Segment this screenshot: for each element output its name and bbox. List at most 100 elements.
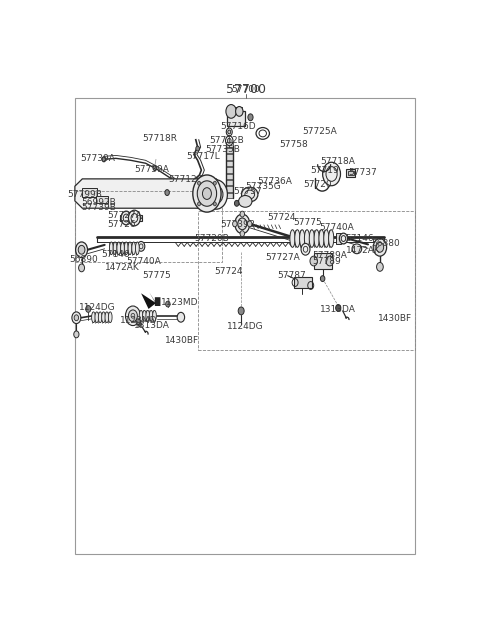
Text: 1430BF: 1430BF [378,314,412,323]
Circle shape [102,157,106,162]
Text: 57737: 57737 [348,168,377,177]
Text: 57712B: 57712B [209,137,243,145]
Text: 57775: 57775 [293,218,322,227]
Text: 57717L: 57717L [186,152,220,161]
Circle shape [248,114,253,121]
Text: 57726: 57726 [108,220,136,229]
Text: 56992B: 56992B [81,198,116,207]
Ellipse shape [128,242,132,255]
Circle shape [205,180,228,209]
Bar [348,171,354,175]
Circle shape [240,231,244,237]
Ellipse shape [300,230,305,248]
Text: 57739A: 57739A [134,164,169,173]
Text: 57739B: 57739B [220,220,255,229]
Circle shape [336,305,341,311]
Ellipse shape [352,244,362,254]
Text: 57719: 57719 [311,166,339,175]
Ellipse shape [290,230,295,248]
Ellipse shape [132,242,135,255]
Circle shape [301,243,310,255]
Bar [226,173,233,179]
Polygon shape [141,293,156,309]
Text: 1123MD: 1123MD [161,298,199,307]
Bar [96,196,108,203]
Circle shape [226,105,236,118]
Ellipse shape [319,230,324,248]
Bar [198,211,415,350]
Ellipse shape [324,230,329,248]
Bar [226,142,233,147]
Ellipse shape [153,311,156,321]
Text: 57712C: 57712C [168,175,203,184]
Circle shape [310,256,317,266]
Text: 57789A: 57789A [312,251,347,260]
Bar [230,107,242,112]
Text: 1123MD: 1123MD [120,316,157,325]
Ellipse shape [109,242,113,255]
Bar [226,167,233,173]
Bar [226,192,233,198]
Ellipse shape [117,242,120,255]
Ellipse shape [98,312,102,323]
Ellipse shape [113,242,117,255]
Polygon shape [149,292,160,306]
Ellipse shape [241,187,258,202]
Circle shape [166,301,170,307]
Circle shape [85,305,91,312]
Circle shape [235,214,250,234]
Circle shape [79,264,84,272]
Text: 57799B: 57799B [67,190,102,199]
Circle shape [233,221,237,227]
Text: 57718A: 57718A [321,157,355,166]
Circle shape [198,181,201,185]
Circle shape [376,243,384,252]
Circle shape [193,175,221,212]
Ellipse shape [143,311,146,321]
Circle shape [72,312,81,324]
Circle shape [213,181,216,185]
Text: 1472AK: 1472AK [346,246,381,255]
Text: 57725A: 57725A [302,128,336,137]
Ellipse shape [95,312,99,323]
Text: 57739A: 57739A [81,154,115,163]
Circle shape [165,190,169,196]
Ellipse shape [329,230,334,248]
Ellipse shape [304,230,310,248]
Text: 57146: 57146 [101,250,130,258]
Text: 57700: 57700 [226,83,266,97]
Circle shape [228,130,231,134]
Text: 57720B: 57720B [194,234,228,243]
Circle shape [129,210,140,226]
Circle shape [131,313,135,318]
Circle shape [240,211,244,217]
Circle shape [238,307,244,315]
Text: 57720: 57720 [304,180,332,189]
Circle shape [238,218,247,230]
Circle shape [125,306,140,326]
Bar [226,148,233,154]
Text: 57700: 57700 [232,85,260,95]
Text: 1124DG: 1124DG [79,304,115,312]
Ellipse shape [314,230,319,248]
Circle shape [321,276,325,281]
Text: 57724: 57724 [267,213,296,222]
Circle shape [197,181,216,206]
Bar [75,191,222,262]
Bar [227,111,244,126]
Text: 1313DA: 1313DA [321,305,356,314]
Circle shape [121,211,132,225]
Text: 57736A: 57736A [257,177,292,186]
Text: 57727A: 57727A [108,211,143,220]
Circle shape [129,310,137,322]
Circle shape [198,202,201,206]
Ellipse shape [102,312,106,323]
Bar [294,277,312,288]
Text: 57718R: 57718R [142,134,177,144]
Bar [226,180,233,185]
Text: 57757: 57757 [233,187,262,196]
Ellipse shape [108,312,112,323]
Text: 56880: 56880 [371,239,400,248]
Ellipse shape [309,230,314,248]
Text: 57735B: 57735B [205,145,240,154]
